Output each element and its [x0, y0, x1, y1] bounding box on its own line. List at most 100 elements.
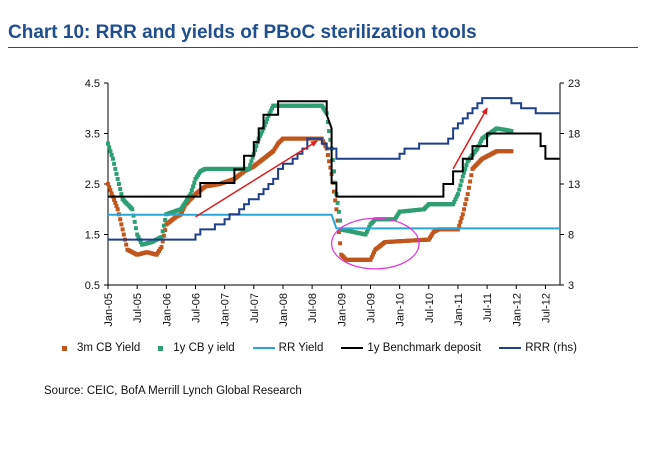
- series-cb1y: [106, 103, 514, 247]
- series-point-cb1y: [248, 163, 253, 168]
- y-right-tick-label: 23: [568, 78, 580, 90]
- x-tick-label: Jul-05: [132, 293, 144, 323]
- series-point-cb3m: [121, 232, 126, 237]
- series-point-cb3m: [161, 233, 166, 238]
- series-point-cb1y: [325, 120, 330, 125]
- series-point-cb3m: [334, 207, 339, 212]
- series-point-cb3m: [463, 202, 468, 207]
- series-point-cb1y: [132, 219, 137, 224]
- y-left-tick-label: 2.5: [85, 179, 100, 191]
- series-point-cb1y: [138, 240, 143, 245]
- series-point-cb1y: [267, 111, 272, 116]
- legend-label: RR Yield: [278, 342, 324, 354]
- series-point-cb1y: [265, 117, 270, 121]
- series-point-cb3m: [332, 189, 336, 194]
- legend-swatch: [252, 347, 275, 349]
- x-tick-label: Jan-12: [511, 293, 523, 327]
- series-point-cb3m: [464, 197, 469, 202]
- series-point-cb1y: [133, 226, 138, 231]
- series-point-cb1y: [457, 187, 462, 192]
- series-point-cb3m: [115, 207, 120, 212]
- y-left-tick-label: 1.5: [85, 230, 100, 242]
- series-point-cb3m: [107, 185, 112, 190]
- series-point-cb1y: [246, 166, 251, 171]
- trend-arrow: [452, 107, 488, 170]
- series-point-cb1y: [116, 182, 121, 186]
- legend-item-cb1y: 1y CB y ield: [158, 342, 235, 354]
- series-point-cb3m: [120, 227, 125, 232]
- series-point-cb3m: [509, 149, 514, 154]
- series-point-cb3m: [325, 153, 330, 157]
- series-point-cb3m: [113, 200, 118, 205]
- series-point-cb1y: [254, 144, 259, 149]
- series-point-cb1y: [453, 197, 458, 202]
- series-point-cb1y: [106, 141, 110, 146]
- series-point-cb3m: [163, 228, 168, 233]
- series-point-cb1y: [249, 159, 254, 164]
- x-tick-label: Jan-11: [453, 293, 465, 326]
- series-point-cb1y: [159, 235, 164, 239]
- series-point-cb1y: [257, 134, 262, 138]
- series-benchmark: [108, 100, 560, 198]
- series-point-cb3m: [469, 173, 474, 178]
- series-point-cb1y: [459, 178, 464, 183]
- series-point-cb1y: [452, 199, 457, 204]
- series-point-cb1y: [451, 202, 456, 207]
- legend-item-rr_yield: RR Yield: [252, 342, 324, 354]
- series-point-cb3m: [369, 255, 374, 260]
- x-tick-label: Jul-11: [482, 293, 494, 322]
- source-note: Source: CEIC, BofA Merrill Lynch Global …: [44, 385, 302, 397]
- legend-swatch: [62, 345, 67, 351]
- series-point-cb1y: [363, 232, 368, 237]
- legend-swatch: [158, 345, 164, 351]
- series-point-cb3m: [180, 209, 185, 214]
- series-point-cb1y: [160, 229, 165, 234]
- x-tick-label: Jan-07: [220, 293, 232, 327]
- series-point-cb3m: [321, 139, 326, 144]
- series-point-cb3m: [124, 242, 129, 247]
- series-point-cb1y: [113, 166, 118, 171]
- x-tick-label: Jul-07: [249, 293, 261, 323]
- series-point-cb1y: [118, 187, 123, 191]
- series-point-cb1y: [332, 169, 336, 174]
- series-point-cb3m: [459, 216, 464, 221]
- series-point-cb1y: [455, 192, 460, 197]
- series-point-cb1y: [335, 200, 340, 205]
- x-tick-label: Jul-10: [424, 293, 436, 323]
- legend-item-cb3m: 3m CB Yield: [62, 342, 140, 354]
- series-point-cb3m: [372, 250, 377, 255]
- series-point-cb1y: [327, 129, 332, 133]
- highlight-ellipse: [330, 217, 420, 270]
- series-rrr: [108, 97, 560, 241]
- series-point-cb1y: [110, 156, 115, 161]
- legend-label: 1y CB y ield: [173, 342, 235, 354]
- series-point-cb1y: [114, 171, 119, 176]
- series-point-cb1y: [250, 155, 255, 160]
- series-point-cb3m: [460, 212, 465, 217]
- series-point-cb1y: [454, 194, 459, 199]
- chart-title: Chart 10: RRR and yields of PBoC sterili…: [8, 22, 477, 43]
- series-point-cb1y: [191, 184, 196, 189]
- series-point-cb1y: [475, 146, 480, 151]
- x-tick-label: Jan-09: [336, 293, 348, 327]
- series-point-cb1y: [477, 141, 482, 146]
- series-point-cb1y: [262, 123, 267, 128]
- series-rr_yield: [108, 213, 560, 230]
- series-point-cb1y: [112, 161, 117, 166]
- legend-swatch: [499, 347, 522, 349]
- series-point-cb1y: [136, 235, 141, 239]
- series-point-cb3m: [118, 217, 123, 222]
- legend-label: 1y Benchmark deposit: [367, 342, 482, 354]
- x-tick-label: Jul-09: [365, 293, 377, 323]
- series-point-cb1y: [328, 137, 333, 142]
- series-point-cb1y: [270, 106, 274, 111]
- series-point-cb3m: [457, 223, 462, 228]
- series-point-cb3m: [114, 204, 119, 209]
- series-point-cb3m: [335, 218, 340, 223]
- trend-arrow: [195, 140, 318, 218]
- series-point-cb1y: [188, 192, 193, 197]
- series-point-cb3m: [368, 257, 373, 262]
- series-point-cb1y: [161, 223, 166, 228]
- series-point-cb3m: [160, 239, 165, 244]
- series-point-cb3m: [465, 192, 470, 197]
